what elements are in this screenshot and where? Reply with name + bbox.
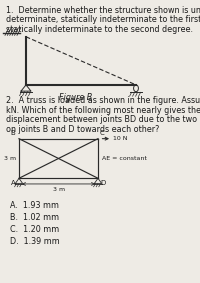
Text: determinate, statically indeterminate to the first degree, or: determinate, statically indeterminate to… xyxy=(6,15,200,24)
Text: A.  1.93 mm: A. 1.93 mm xyxy=(10,201,59,210)
Text: B.  1.02 mm: B. 1.02 mm xyxy=(10,213,59,222)
Text: C: C xyxy=(100,130,105,136)
Text: 2.  A truss is loaded as shown in the figure. Assume AE = 10000: 2. A truss is loaded as shown in the fig… xyxy=(6,96,200,105)
Text: on joints B and D towards each other?: on joints B and D towards each other? xyxy=(6,125,159,134)
Text: statically indeterminate to the second degree.: statically indeterminate to the second d… xyxy=(6,25,193,34)
Text: displacement between joints BD due to the two unit loads acting: displacement between joints BD due to th… xyxy=(6,115,200,125)
Text: B: B xyxy=(11,130,15,136)
Text: C.  1.20 mm: C. 1.20 mm xyxy=(10,225,59,234)
Text: AE = constant: AE = constant xyxy=(102,156,147,161)
Text: Figure B: Figure B xyxy=(59,93,93,102)
Text: D.  1.39 mm: D. 1.39 mm xyxy=(10,237,60,246)
Text: kN. Which of the following most nearly gives the relative: kN. Which of the following most nearly g… xyxy=(6,106,200,115)
Text: D: D xyxy=(100,180,105,186)
Text: 1.  Determine whether the structure shown is unstable, statically: 1. Determine whether the structure shown… xyxy=(6,6,200,15)
Text: 3 m: 3 m xyxy=(53,187,65,192)
Text: A: A xyxy=(11,180,15,186)
Text: 3 m: 3 m xyxy=(4,156,16,161)
Text: 10 N: 10 N xyxy=(113,136,128,141)
